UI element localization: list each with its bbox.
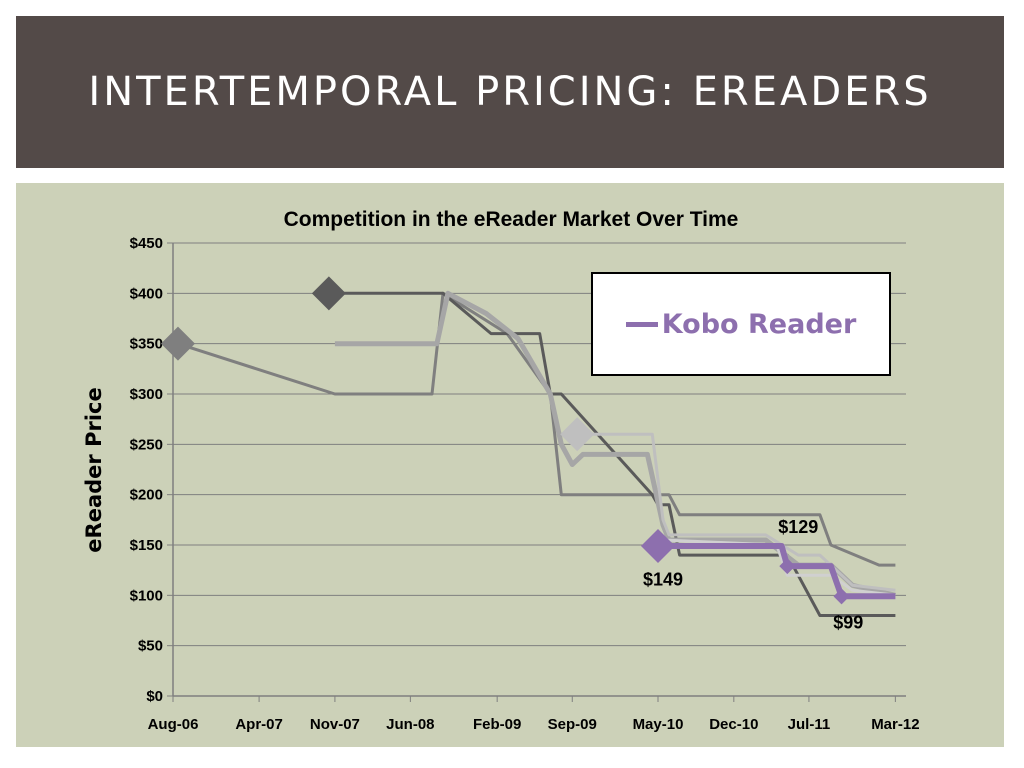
- legend: Kobo Reader: [591, 272, 891, 376]
- x-tick-label: Aug-06: [148, 716, 199, 733]
- y-tick-label: $450: [130, 235, 163, 252]
- legend-label-kobo: Kobo Reader: [661, 308, 857, 340]
- y-tick-label: $350: [130, 336, 163, 353]
- series-lines: [177, 290, 896, 617]
- x-tick-label: May-10: [633, 716, 684, 733]
- series-marker: [641, 529, 676, 564]
- annotations: $149 $129 $99: [643, 517, 863, 633]
- x-tick-label: Feb-09: [473, 716, 521, 733]
- y-tick-label: $300: [130, 386, 163, 403]
- y-tick-label: $0: [146, 688, 163, 705]
- grid-lines: [173, 242, 906, 647]
- x-tick-label: Jun-08: [386, 716, 434, 733]
- series-line-6: [658, 543, 896, 600]
- price-annotation: $149: [643, 569, 683, 589]
- y-tick-label: $150: [130, 537, 163, 554]
- series-marker: [779, 558, 796, 575]
- chart-title: Competition in the eReader Market Over T…: [284, 208, 739, 231]
- y-tick-label: $100: [130, 587, 163, 604]
- x-tick-label: Nov-07: [310, 716, 360, 733]
- y-tick-label: $400: [130, 285, 163, 302]
- y-axis-label: eReader Price: [82, 387, 106, 552]
- x-tick-label: Sep-09: [548, 716, 597, 733]
- x-tick-label: Mar-12: [871, 716, 919, 733]
- series-markers: [160, 276, 850, 605]
- y-tick-label: $200: [130, 487, 163, 504]
- legend-swatch-kobo: [625, 321, 658, 327]
- series-line-1: [177, 291, 896, 567]
- x-tick-label: Dec-10: [709, 716, 758, 733]
- price-annotation: $129: [778, 517, 818, 537]
- slide-title-bar: INTERTEMPORAL PRICING: EREADERS: [16, 16, 1004, 168]
- series-line-4: [577, 432, 896, 592]
- y-tick-label: $250: [130, 436, 163, 453]
- series-marker: [160, 326, 195, 361]
- x-tick-label: Apr-07: [235, 716, 283, 733]
- series-marker: [311, 276, 346, 311]
- price-annotation: $99: [833, 613, 863, 633]
- axes: $0 $50 $100 $150 $200 $250 $300 $350 $400 $450 Aug…: [130, 235, 920, 733]
- series-marker: [560, 417, 595, 452]
- y-tick-label: $50: [138, 638, 163, 655]
- series-marker: [833, 588, 850, 605]
- slide-title: INTERTEMPORAL PRICING: EREADERS: [88, 69, 932, 115]
- x-tick-label: Jul-11: [788, 716, 831, 733]
